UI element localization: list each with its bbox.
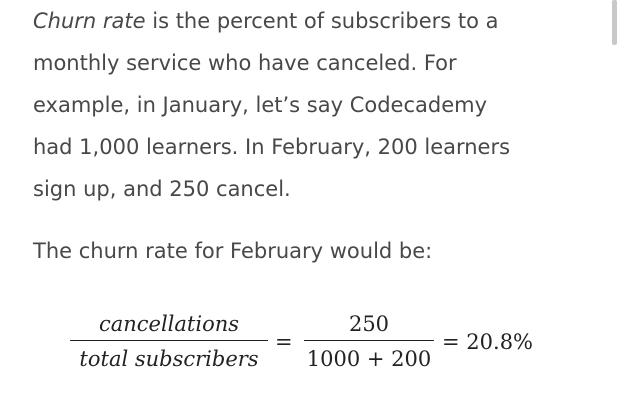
fraction-bar: [304, 340, 434, 341]
formula-fraction-definition: cancellations total subscribers: [70, 312, 268, 371]
churn-definition-paragraph: Churn rate is the percent of subscribers…: [33, 0, 593, 210]
equals-sign: =: [442, 330, 460, 354]
fraction-denominator-value: 1000 + 200: [306, 347, 432, 371]
formula-fraction-values: 250 1000 + 200: [304, 312, 434, 371]
paragraph-line-3: example, in January, let’s say Codecadem…: [33, 93, 488, 117]
fraction-denominator-total-subscribers: total subscribers: [79, 347, 259, 371]
scrollbar-thumb[interactable]: [612, 0, 617, 45]
paragraph-line-1-text: is the percent of subscribers to a: [145, 9, 499, 33]
paragraph-line-1: Churn rate is the percent of subscribers…: [33, 0, 593, 42]
churn-result-value: 20.8%: [466, 330, 534, 354]
fraction-numerator-cancellations: cancellations: [98, 312, 240, 336]
formula-result: = 20.8%: [442, 330, 533, 354]
paragraph-line-5: sign up, and 250 cancel.: [33, 177, 291, 201]
churn-rate-term: Churn rate: [33, 9, 146, 33]
fraction-numerator-value: 250: [348, 312, 390, 336]
fraction-bar: [70, 340, 268, 341]
paragraph-line-2: monthly service who have canceled. For: [33, 51, 457, 75]
equals-sign: =: [275, 330, 293, 354]
paragraph-line-4: had 1,000 learners. In February, 200 lea…: [33, 135, 511, 159]
churn-february-intro: The churn rate for February would be:: [33, 239, 433, 263]
